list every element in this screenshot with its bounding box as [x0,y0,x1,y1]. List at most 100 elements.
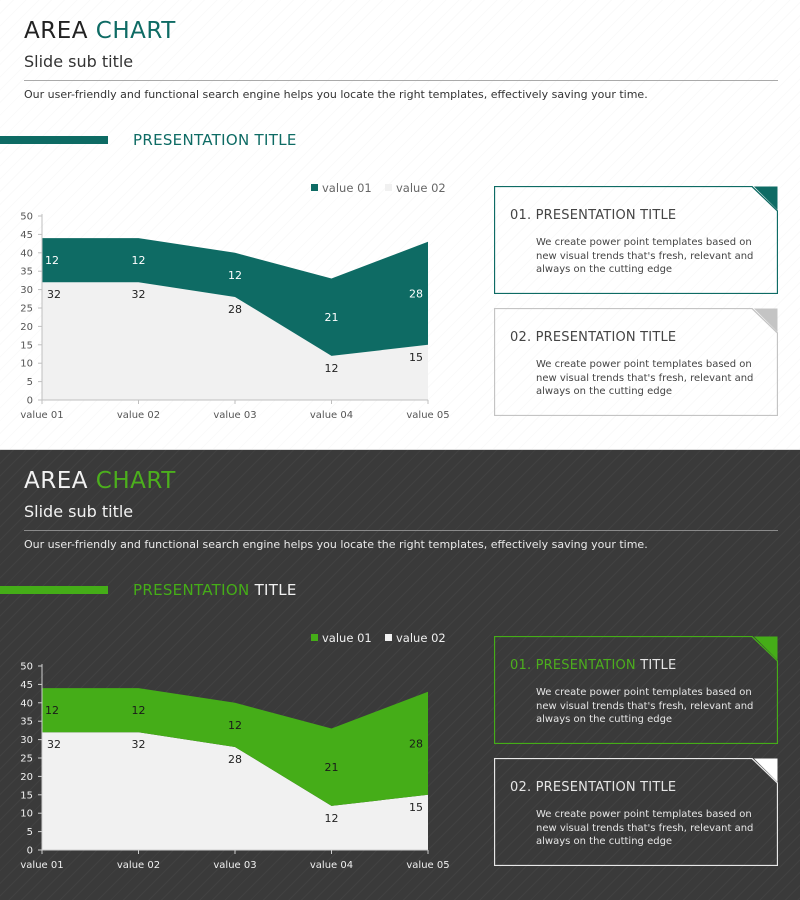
y-tick-label: 10 [20,809,33,820]
card-frame [494,186,778,294]
y-tick-label: 40 [20,248,33,259]
data-label-value-02: 12 [325,812,339,825]
legend-swatch [385,634,392,641]
divider [24,530,778,531]
y-tick-label: 25 [20,304,33,315]
data-label-value-01: 12 [228,269,242,282]
slide-subtitle: Slide sub title [24,502,134,521]
data-label-value-02: 12 [325,362,339,375]
slide-title: AREA CHART [24,18,176,44]
title-part-1: AREA [24,468,88,494]
chart-legend: value 01 value 02 [311,181,446,195]
y-tick-label: 45 [20,680,33,691]
y-tick-label: 25 [20,754,33,765]
data-label-value-01: 21 [325,311,339,324]
data-label-value-01: 28 [409,287,423,300]
y-tick-label: 5 [27,827,33,838]
data-label-value-01: 12 [228,719,242,732]
data-label-value-01: 12 [45,704,59,717]
legend-swatch [311,634,318,641]
card-frame [494,636,778,744]
slide-light: AREA CHART Slide sub title Our user-frie… [0,0,800,450]
y-tick-label: 0 [27,396,33,407]
area-chart: value 01 value 02 0 5 10 15 20 25 30 35 40 45 50 valu… [0,620,470,885]
data-label-value-02: 15 [409,801,423,814]
divider [24,80,778,81]
chart-legend: value 01 value 02 [311,631,446,645]
y-tick-label: 50 [20,212,33,223]
data-label-value-02: 28 [228,753,242,766]
area-chart: value 01 value 02 0 5 10 15 20 25 30 35 40 45 50 valu… [0,170,470,435]
data-label-value-01: 12 [132,704,146,717]
series-area-value-02 [42,282,428,400]
presentation-title: PRESENTATION TITLE [133,131,297,149]
y-tick-label: 30 [20,735,33,746]
corner-triangle-icon [754,758,778,782]
presentation-title: PRESENTATION TITLE [133,581,297,599]
title-part-1: AREA [24,18,88,44]
accent-band [0,136,108,144]
card-body: We create power point templates based on… [536,809,754,847]
card-title: 01. PRESENTATION TITLE [510,208,677,223]
x-tick-label: value 05 [406,860,449,871]
title-part-2: CHART [95,468,176,494]
y-tick-label: 35 [20,717,33,728]
info-card-1: 01. PRESENTATION TITLE We create power p… [494,636,778,744]
corner-triangle-icon [754,308,778,332]
corner-triangle-icon [754,636,778,660]
y-tick-label: 5 [27,377,33,388]
series-area-value-01 [42,688,428,806]
slide-description: Our user-friendly and functional search … [24,88,648,101]
slide-dark: AREA CHART Slide sub title Our user-frie… [0,450,800,900]
card-frame [494,758,778,866]
y-tick-label: 35 [20,267,33,278]
y-tick-label: 30 [20,285,33,296]
y-tick-label: 20 [20,322,33,333]
card-body: We create power point templates based on… [536,237,754,275]
data-label-value-02: 32 [132,288,146,301]
data-label-value-01: 12 [132,254,146,267]
x-tick-label: value 03 [213,410,256,421]
legend-swatch [385,184,392,191]
card-border [494,308,778,416]
series-area-value-01 [42,238,428,356]
presentation-title-part-1: PRESENTATION TITLE [133,131,297,149]
legend-label: value 01 [322,631,372,645]
y-tick-label: 45 [20,230,33,241]
corner-triangle-icon [754,186,778,210]
card-title-part-1: 01. PRESENTATION [510,658,636,673]
x-tick-label: value 05 [406,410,449,421]
y-tick-label: 40 [20,698,33,709]
info-card-2: 02. PRESENTATION TITLE We create power p… [494,758,778,866]
legend-label: value 02 [396,631,446,645]
data-label-value-02: 28 [228,303,242,316]
data-label-value-01: 21 [325,761,339,774]
legend-swatch [311,184,318,191]
y-tick-label: 50 [20,662,33,673]
x-tick-label: value 02 [117,860,160,871]
x-tick-label: value 04 [310,860,353,871]
y-tick-label: 15 [20,340,33,351]
x-tick-label: value 04 [310,410,353,421]
x-tick-label: value 02 [117,410,160,421]
card-title: 02. PRESENTATION TITLE [510,780,677,795]
card-frame [494,308,778,416]
slide-subtitle: Slide sub title [24,52,134,71]
series-area-value-02 [42,732,428,850]
card-border [494,636,778,744]
presentation-title-part-2: TITLE [254,581,297,599]
slide-title: AREA CHART [24,468,176,494]
data-label-value-01: 12 [45,254,59,267]
legend-label: value 02 [396,181,446,195]
presentation-title-part-1: PRESENTATION [133,581,250,599]
data-label-value-02: 32 [47,288,61,301]
card-body: We create power point templates based on… [536,359,754,397]
y-tick-label: 20 [20,772,33,783]
x-tick-label: value 03 [213,860,256,871]
y-tick-label: 0 [27,846,33,857]
data-label-value-01: 28 [409,737,423,750]
y-tick-label: 15 [20,790,33,801]
card-title-part-2: TITLE [640,658,677,673]
data-label-value-02: 32 [132,738,146,751]
card-border [494,758,778,866]
